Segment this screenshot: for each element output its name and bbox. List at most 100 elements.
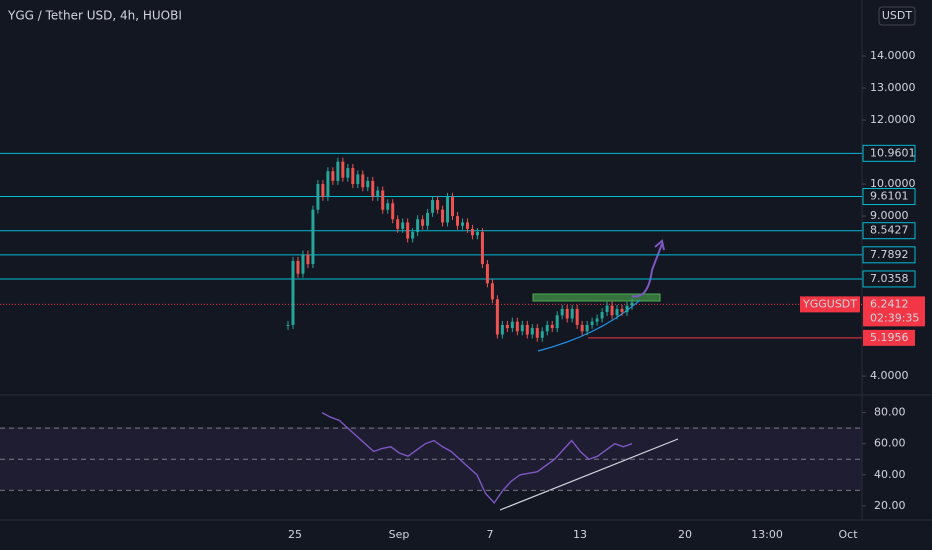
candle <box>495 299 499 335</box>
candle <box>535 328 539 338</box>
candle <box>441 209 445 223</box>
candle <box>361 174 365 188</box>
candle <box>306 254 310 265</box>
y-tick-label: 10.0000 <box>870 177 916 190</box>
candle <box>620 308 624 313</box>
candle <box>406 222 410 239</box>
candle <box>525 324 529 335</box>
y-tick-label: 9.0000 <box>870 209 909 222</box>
candle <box>316 184 320 210</box>
candle <box>451 196 455 217</box>
candle <box>600 312 604 319</box>
candle <box>436 200 440 210</box>
candle <box>401 222 405 229</box>
candle <box>346 168 350 178</box>
candle <box>366 180 370 188</box>
candle <box>421 219 425 226</box>
currency-button[interactable] <box>878 6 916 26</box>
candle <box>575 308 579 325</box>
x-tick-label: Sep <box>389 528 410 541</box>
candle <box>565 308 569 319</box>
rsi-trendline <box>499 438 679 511</box>
candle <box>291 260 295 325</box>
rsi-band-fill <box>0 427 862 490</box>
candle <box>396 219 400 229</box>
candle <box>595 318 599 322</box>
rsi-tick-label: 60.00 <box>874 437 906 450</box>
x-tick-label: Oct <box>838 528 858 541</box>
candle <box>371 180 375 197</box>
candle <box>615 308 619 316</box>
candle <box>465 222 469 229</box>
candle <box>331 171 335 181</box>
candle <box>456 216 460 226</box>
rsi-tick-label: 40.00 <box>874 468 906 481</box>
candle <box>510 321 514 329</box>
candle <box>485 264 489 284</box>
candle <box>570 308 574 319</box>
candle <box>520 324 524 332</box>
candle <box>625 305 629 313</box>
level-label: 8.5427 <box>870 224 909 237</box>
candle <box>630 302 634 306</box>
candle <box>411 232 415 239</box>
support-label-box <box>863 329 915 346</box>
last-price-box <box>863 296 925 327</box>
candle <box>480 232 484 265</box>
candle <box>515 321 519 332</box>
x-tick-label: 13:00 <box>751 528 783 541</box>
candle <box>311 209 315 265</box>
candle <box>545 324 549 332</box>
rsi-line <box>321 411 633 505</box>
candle <box>391 203 395 220</box>
candle <box>376 190 380 197</box>
candle <box>426 212 430 226</box>
chart-title: YGG / Tether USD, 4h, HUOBI <box>7 9 182 23</box>
rsi-tick-label: 20.00 <box>874 499 906 512</box>
rsi-tick-label: 80.00 <box>874 406 906 419</box>
symbol-label: YGGUSDT <box>802 297 857 310</box>
candle <box>475 232 479 236</box>
level-label: 9.6101 <box>870 190 909 203</box>
candle <box>490 283 494 300</box>
candle <box>301 254 305 274</box>
last-price-label: 6.2412 <box>870 297 909 310</box>
level-label-box <box>862 188 916 206</box>
candle <box>585 324 589 332</box>
level-label: 7.0358 <box>870 272 909 285</box>
candle <box>431 200 435 213</box>
x-tick-label: 25 <box>288 528 302 541</box>
candle <box>470 228 474 236</box>
support-label: 5.1956 <box>870 331 909 344</box>
candle <box>460 222 464 226</box>
x-tick-label: 20 <box>678 528 692 541</box>
candle <box>321 184 325 197</box>
y-tick-label: 14.0000 <box>870 49 916 62</box>
level-label: 10.9601 <box>870 146 916 159</box>
level-label-box <box>862 144 916 162</box>
candle <box>286 324 290 326</box>
countdown-label: 02:39:35 <box>870 311 919 324</box>
currency-label[interactable]: USDT <box>882 9 913 22</box>
level-label: 7.7892 <box>870 248 909 261</box>
y-tick-label: 4.0000 <box>870 369 909 382</box>
candle <box>416 219 420 233</box>
cup-curve <box>537 299 641 352</box>
x-tick-label: 7 <box>487 528 494 541</box>
candle <box>590 321 594 325</box>
candle <box>550 324 554 329</box>
candle <box>386 203 390 210</box>
candle <box>560 308 564 316</box>
candle <box>341 161 345 178</box>
y-tick-label: 13.0000 <box>870 81 916 94</box>
arrow-head <box>654 239 665 251</box>
candle <box>605 305 609 313</box>
candle <box>540 331 544 338</box>
level-label-box <box>862 246 916 264</box>
candle <box>336 161 340 181</box>
level-label-box <box>862 270 916 288</box>
symbol-box <box>800 296 860 313</box>
candle <box>505 324 509 329</box>
candle <box>610 305 614 316</box>
